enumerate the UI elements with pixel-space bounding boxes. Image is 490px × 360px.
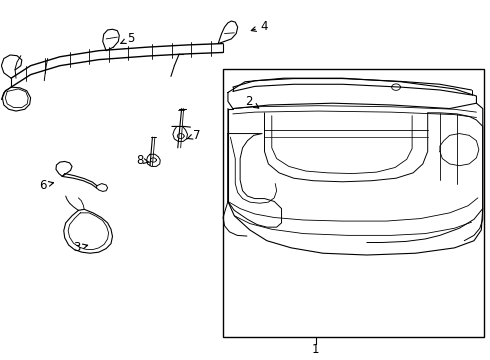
Text: 1: 1 (312, 343, 319, 356)
Text: 2: 2 (245, 95, 259, 108)
Bar (223, 69, 484, 337)
Text: 4: 4 (251, 20, 268, 33)
Text: 5: 5 (121, 32, 134, 45)
Text: 6: 6 (39, 179, 53, 192)
Text: 3: 3 (73, 241, 88, 255)
Text: 7: 7 (187, 129, 200, 142)
Text: 8: 8 (137, 154, 149, 167)
